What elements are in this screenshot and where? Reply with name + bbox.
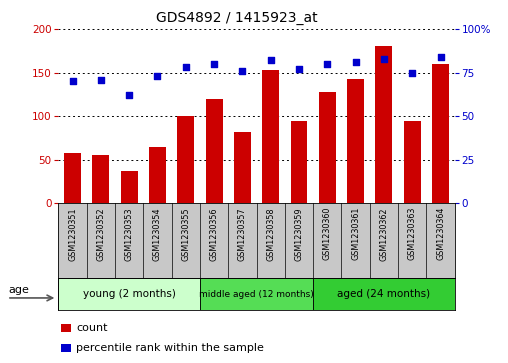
Bar (206, 99, 223, 203)
Text: percentile rank within the sample: percentile rank within the sample (76, 343, 264, 353)
Point (238, 68, 246, 74)
Point (267, 57, 275, 63)
Point (97, 77, 105, 82)
Bar (313, 278, 455, 310)
Text: GSM1230353: GSM1230353 (124, 207, 134, 261)
Bar (58, 278, 200, 310)
Bar (92, 155, 109, 203)
Text: GSM1230360: GSM1230360 (323, 207, 332, 260)
Point (210, 61, 218, 67)
Point (352, 59, 360, 65)
Point (436, 54, 444, 60)
Title: GDS4892 / 1415923_at: GDS4892 / 1415923_at (156, 11, 318, 25)
Bar (319, 92, 336, 203)
Text: GSM1230355: GSM1230355 (181, 207, 190, 261)
Text: GSM1230359: GSM1230359 (295, 207, 303, 261)
Text: young (2 months): young (2 months) (83, 289, 176, 299)
Point (182, 65, 190, 70)
Bar (432, 64, 449, 203)
Text: aged (24 months): aged (24 months) (337, 289, 430, 299)
Bar (149, 147, 166, 203)
Bar (64, 153, 81, 203)
Text: GSM1230362: GSM1230362 (379, 207, 389, 261)
Point (125, 92, 133, 98)
Bar (61, 344, 72, 352)
Point (323, 61, 331, 67)
Bar (291, 121, 307, 203)
Point (153, 73, 162, 79)
Text: GSM1230351: GSM1230351 (68, 207, 77, 261)
Text: middle aged (12 months): middle aged (12 months) (199, 290, 314, 298)
Text: GSM1230364: GSM1230364 (436, 207, 445, 260)
Text: GSM1230357: GSM1230357 (238, 207, 247, 261)
Bar (234, 132, 251, 203)
Text: GSM1230352: GSM1230352 (97, 207, 105, 261)
Text: GSM1230358: GSM1230358 (266, 207, 275, 261)
Bar (404, 121, 421, 203)
Bar (61, 323, 72, 332)
Text: age: age (9, 285, 29, 295)
Text: count: count (76, 323, 108, 333)
Point (380, 56, 388, 62)
Text: GSM1230356: GSM1230356 (210, 207, 218, 261)
Bar (177, 116, 194, 203)
Point (408, 70, 416, 76)
Bar (347, 79, 364, 203)
Text: GSM1230354: GSM1230354 (153, 207, 162, 261)
Bar (262, 70, 279, 203)
Text: GSM1230363: GSM1230363 (408, 207, 417, 260)
Bar (375, 46, 392, 203)
Point (69, 78, 77, 84)
Bar (121, 171, 138, 203)
Point (295, 66, 303, 72)
Bar (200, 278, 313, 310)
Text: GSM1230361: GSM1230361 (351, 207, 360, 260)
